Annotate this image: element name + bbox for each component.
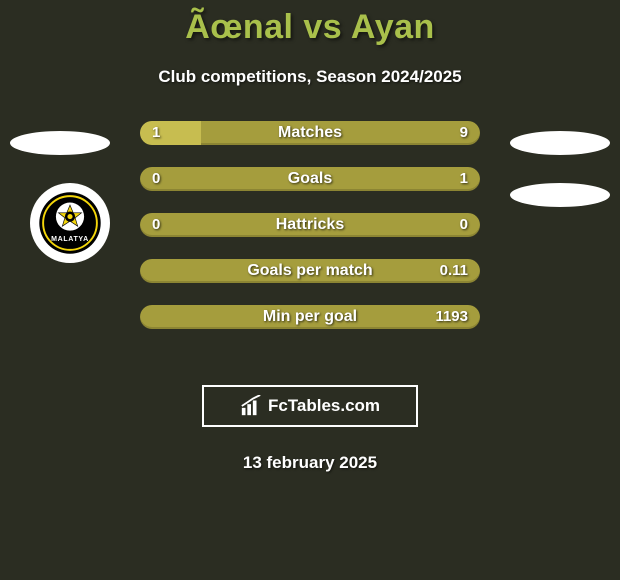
stat-left-value: 1 xyxy=(152,121,160,145)
date-line: 13 february 2025 xyxy=(0,453,620,473)
brand-box[interactable]: FcTables.com xyxy=(202,385,418,427)
brand-text: FcTables.com xyxy=(268,396,380,416)
stat-right-value: 0.11 xyxy=(440,259,468,283)
page-title: Ãœnal vs Ayan xyxy=(0,0,620,47)
stat-label: Min per goal xyxy=(140,305,480,329)
svg-text:MALATYA: MALATYA xyxy=(51,236,89,243)
club-left-badge: MALATYA xyxy=(30,183,110,263)
stat-right-value: 0 xyxy=(460,213,468,237)
malatya-badge-icon: MALATYA xyxy=(38,191,102,255)
subtitle: Club competitions, Season 2024/2025 xyxy=(0,67,620,87)
stat-left-value: 0 xyxy=(152,213,160,237)
stat-row-min-per-goal: 1193Min per goal xyxy=(140,305,480,329)
stat-row-hattricks: 0 0Hattricks xyxy=(140,213,480,237)
stat-label: Goals per match xyxy=(140,259,480,283)
stat-bars: 19Matches01Goals00Hattricks0.11Goals per… xyxy=(140,121,480,351)
stat-right-value: 9 xyxy=(460,121,468,145)
stat-left-value: 0 xyxy=(152,167,160,191)
chart-icon xyxy=(240,395,262,417)
stat-label: Goals xyxy=(140,167,480,191)
stat-label: Hattricks xyxy=(140,213,480,237)
player-left-photo-placeholder xyxy=(10,131,110,155)
stat-row-goals-per-match: 0.11Goals per match xyxy=(140,259,480,283)
stat-row-matches: 19Matches xyxy=(140,121,480,145)
stat-right-value: 1 xyxy=(460,167,468,191)
comparison-arena: MALATYA 19Matches01Goals00Hattricks0.11G… xyxy=(0,121,620,371)
club-right-badge-placeholder xyxy=(510,183,610,207)
player-right-photo-placeholder xyxy=(510,131,610,155)
bar-left-fill xyxy=(140,121,201,145)
stat-row-goals: 0 1Goals xyxy=(140,167,480,191)
stat-right-value: 1193 xyxy=(435,305,468,329)
